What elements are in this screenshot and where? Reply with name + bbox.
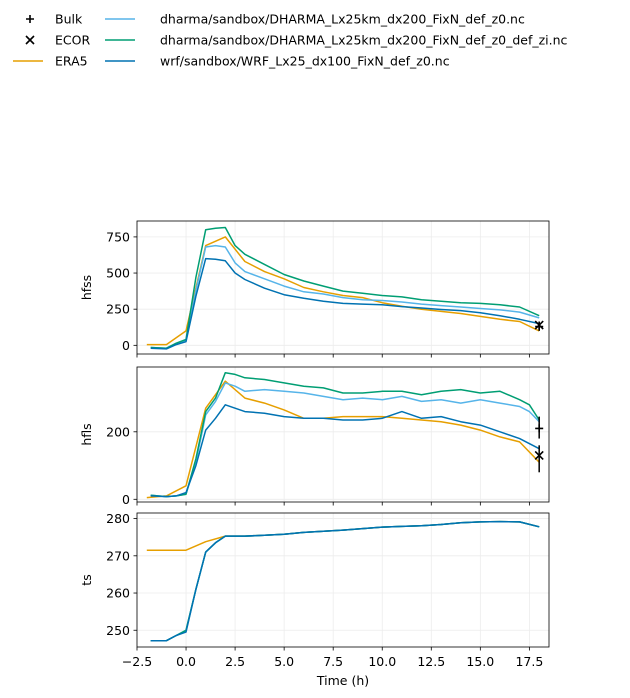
y-tick-label: 0: [122, 338, 130, 353]
legend-marker-plus: [26, 15, 34, 23]
legend-entry-6: wrf/sandbox/WRF_Lx25_dx100_FixN_def_z0.n…: [105, 54, 450, 69]
x-tick-label: 5.0: [274, 654, 294, 669]
legend-marker-x: [25, 35, 35, 45]
y-tick-label: 500: [106, 266, 130, 281]
y-tick-label: 250: [106, 623, 130, 638]
series-line-4: [150, 520, 540, 642]
legend-label: ECOR: [55, 33, 90, 48]
series-line-2: [150, 382, 540, 498]
panel-hfls: 0 200 hfls: [79, 366, 550, 507]
series-line-3: [150, 520, 540, 642]
x-tick-label: 17.5: [515, 654, 543, 669]
series-line-3: [150, 371, 540, 498]
legend-entry-5: dharma/sandbox/DHARMA_Lx25km_dx200_FixN_…: [105, 33, 568, 48]
y-tick-label: 0: [122, 492, 130, 507]
x-tick-label: 0.0: [176, 654, 196, 669]
y-axis-label: hfls: [79, 423, 94, 445]
series-line-1: [146, 380, 540, 499]
legend-label: wrf/sandbox/WRF_Lx25_dx100_FixN_def_z0.n…: [160, 54, 450, 69]
marker-ecor: [534, 320, 544, 330]
legend-label: Bulk: [55, 12, 83, 27]
marker-ecor: [534, 450, 544, 460]
x-tick-label: 7.5: [323, 654, 343, 669]
y-axis-label: ts: [79, 574, 94, 585]
series-line-2: [150, 520, 540, 642]
y-tick-label: 200: [106, 424, 130, 439]
series-line-1: [146, 236, 540, 346]
axes-frame: [136, 220, 550, 355]
panel-ts: 250 260 270 280 −2.5 0.0 2.5 5.0 7.5 10.0 12.5 15.0…: [79, 511, 550, 688]
legend: Bulk ECOR ERA5 dharma/sandbox/DHARMA_Lx25km…: [13, 12, 568, 69]
series-line-3: [150, 226, 540, 349]
y-tick-label: 260: [106, 586, 130, 601]
y-tick-label: 270: [106, 548, 130, 563]
x-tick-label: −2.5: [122, 654, 152, 669]
legend-label: ERA5: [55, 54, 88, 69]
axes-frame: [136, 512, 550, 648]
x-tick-label: 2.5: [225, 654, 245, 669]
y-tick-label: 250: [106, 302, 130, 317]
series-group: [146, 520, 540, 642]
legend-entry-4: dharma/sandbox/DHARMA_Lx25km_dx200_FixN_…: [105, 12, 525, 27]
legend-entry-1: Bulk: [26, 12, 83, 27]
series-group: [146, 371, 540, 499]
legend-label: dharma/sandbox/DHARMA_Lx25km_dx200_FixN_…: [160, 12, 525, 27]
y-axis-label: hfss: [79, 275, 94, 300]
series-line-2: [150, 244, 540, 349]
series-line-4: [150, 257, 540, 350]
x-axis-label: Time (h): [316, 673, 369, 688]
legend-entry-3: ERA5: [13, 54, 88, 69]
axes-frame: [136, 366, 550, 503]
series-group: [146, 226, 540, 350]
y-tick-label: 750: [106, 229, 130, 244]
x-tick-label: 10.0: [368, 654, 396, 669]
axes-container: 0 250 500 750 hfss 0 200 hfls 250 260 270 280 −2.5 0.…: [79, 220, 550, 688]
y-tick-label: 280: [106, 511, 130, 526]
series-line-4: [150, 404, 540, 498]
x-tick-label: 12.5: [417, 654, 445, 669]
x-tick-label: 15.0: [466, 654, 494, 669]
legend-label: dharma/sandbox/DHARMA_Lx25km_dx200_FixN_…: [160, 33, 568, 48]
legend-entry-2: ECOR: [25, 33, 90, 48]
panel-hfss: 0 250 500 750 hfss: [79, 220, 550, 358]
marker-bulk: [535, 424, 544, 433]
